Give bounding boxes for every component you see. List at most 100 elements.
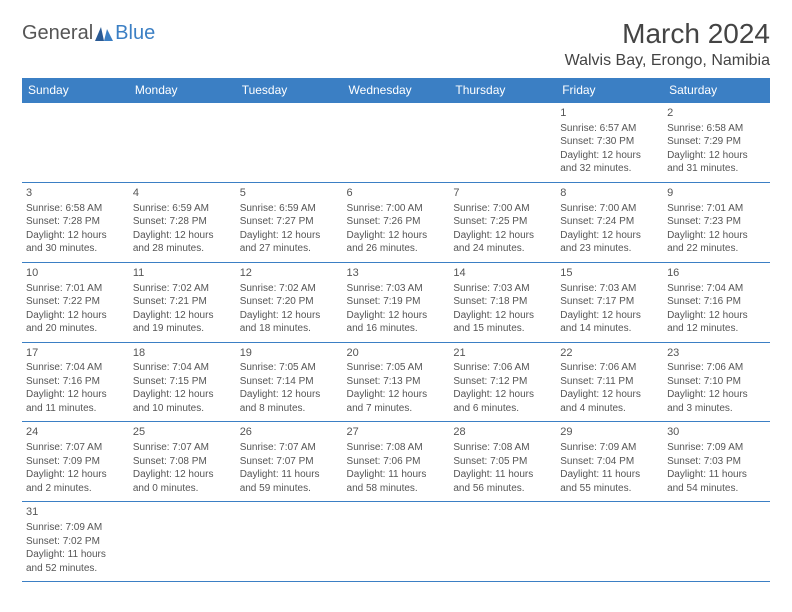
day-number: 19 <box>240 346 339 361</box>
day-number: 20 <box>347 346 446 361</box>
daylight-text: Daylight: 12 hours and 27 minutes. <box>240 229 339 256</box>
day-cell: 26Sunrise: 7:07 AMSunset: 7:07 PMDayligh… <box>236 422 343 502</box>
sunrise-text: Sunrise: 7:09 AM <box>560 441 659 455</box>
empty-cell <box>663 502 770 582</box>
day-cell: 10Sunrise: 7:01 AMSunset: 7:22 PMDayligh… <box>22 262 129 342</box>
daylight-text: Daylight: 12 hours and 14 minutes. <box>560 309 659 336</box>
daylight-text: Daylight: 12 hours and 23 minutes. <box>560 229 659 256</box>
sunrise-text: Sunrise: 7:03 AM <box>560 282 659 296</box>
day-number: 9 <box>667 186 766 201</box>
daylight-text: Daylight: 12 hours and 30 minutes. <box>26 229 125 256</box>
empty-cell <box>343 502 450 582</box>
day-cell: 1Sunrise: 6:57 AMSunset: 7:30 PMDaylight… <box>556 103 663 183</box>
daylight-text: Daylight: 12 hours and 28 minutes. <box>133 229 232 256</box>
sunset-text: Sunset: 7:25 PM <box>453 215 552 229</box>
sunset-text: Sunset: 7:05 PM <box>453 455 552 469</box>
day-number: 24 <box>26 425 125 440</box>
sunrise-text: Sunrise: 7:07 AM <box>26 441 125 455</box>
day-cell: 2Sunrise: 6:58 AMSunset: 7:29 PMDaylight… <box>663 103 770 183</box>
day-cell: 18Sunrise: 7:04 AMSunset: 7:15 PMDayligh… <box>129 342 236 422</box>
sunset-text: Sunset: 7:23 PM <box>667 215 766 229</box>
day-cell: 17Sunrise: 7:04 AMSunset: 7:16 PMDayligh… <box>22 342 129 422</box>
daylight-text: Daylight: 12 hours and 15 minutes. <box>453 309 552 336</box>
sunrise-text: Sunrise: 7:06 AM <box>560 361 659 375</box>
day-number: 25 <box>133 425 232 440</box>
empty-cell <box>129 103 236 183</box>
daylight-text: Daylight: 12 hours and 22 minutes. <box>667 229 766 256</box>
sunset-text: Sunset: 7:26 PM <box>347 215 446 229</box>
sunset-text: Sunset: 7:13 PM <box>347 375 446 389</box>
sunrise-text: Sunrise: 6:58 AM <box>667 122 766 136</box>
sunset-text: Sunset: 7:08 PM <box>133 455 232 469</box>
calendar-row: 17Sunrise: 7:04 AMSunset: 7:16 PMDayligh… <box>22 342 770 422</box>
sunrise-text: Sunrise: 7:08 AM <box>347 441 446 455</box>
daylight-text: Daylight: 11 hours and 59 minutes. <box>240 468 339 495</box>
calendar-row: 31Sunrise: 7:09 AMSunset: 7:02 PMDayligh… <box>22 502 770 582</box>
day-number: 3 <box>26 186 125 201</box>
daylight-text: Daylight: 11 hours and 52 minutes. <box>26 548 125 575</box>
weekday-header: Saturday <box>663 78 770 103</box>
weekday-header: Thursday <box>449 78 556 103</box>
sunset-text: Sunset: 7:04 PM <box>560 455 659 469</box>
daylight-text: Daylight: 12 hours and 7 minutes. <box>347 388 446 415</box>
daylight-text: Daylight: 12 hours and 11 minutes. <box>26 388 125 415</box>
sunrise-text: Sunrise: 6:59 AM <box>240 202 339 216</box>
weekday-header: Wednesday <box>343 78 450 103</box>
day-cell: 21Sunrise: 7:06 AMSunset: 7:12 PMDayligh… <box>449 342 556 422</box>
day-cell: 29Sunrise: 7:09 AMSunset: 7:04 PMDayligh… <box>556 422 663 502</box>
daylight-text: Daylight: 11 hours and 55 minutes. <box>560 468 659 495</box>
day-number: 7 <box>453 186 552 201</box>
day-number: 30 <box>667 425 766 440</box>
day-cell: 13Sunrise: 7:03 AMSunset: 7:19 PMDayligh… <box>343 262 450 342</box>
day-cell: 3Sunrise: 6:58 AMSunset: 7:28 PMDaylight… <box>22 182 129 262</box>
day-cell: 22Sunrise: 7:06 AMSunset: 7:11 PMDayligh… <box>556 342 663 422</box>
day-number: 27 <box>347 425 446 440</box>
day-number: 18 <box>133 346 232 361</box>
day-number: 29 <box>560 425 659 440</box>
daylight-text: Daylight: 11 hours and 58 minutes. <box>347 468 446 495</box>
daylight-text: Daylight: 12 hours and 4 minutes. <box>560 388 659 415</box>
sunset-text: Sunset: 7:24 PM <box>560 215 659 229</box>
day-cell: 6Sunrise: 7:00 AMSunset: 7:26 PMDaylight… <box>343 182 450 262</box>
sunset-text: Sunset: 7:21 PM <box>133 295 232 309</box>
day-number: 1 <box>560 106 659 121</box>
day-cell: 25Sunrise: 7:07 AMSunset: 7:08 PMDayligh… <box>129 422 236 502</box>
day-cell: 15Sunrise: 7:03 AMSunset: 7:17 PMDayligh… <box>556 262 663 342</box>
sunset-text: Sunset: 7:09 PM <box>26 455 125 469</box>
logo-text-general: General <box>22 22 93 45</box>
location-text: Walvis Bay, Erongo, Namibia <box>565 52 770 70</box>
calendar-row: 24Sunrise: 7:07 AMSunset: 7:09 PM Dayligh… <box>22 422 770 502</box>
daylight-text: Daylight: 12 hours and 19 minutes. <box>133 309 232 336</box>
empty-cell <box>556 502 663 582</box>
day-cell: 30Sunrise: 7:09 AMSunset: 7:03 PMDayligh… <box>663 422 770 502</box>
sunset-text: Sunset: 7:18 PM <box>453 295 552 309</box>
sunset-text: Sunset: 7:17 PM <box>560 295 659 309</box>
day-cell: 20Sunrise: 7:05 AMSunset: 7:13 PMDayligh… <box>343 342 450 422</box>
day-cell: 8Sunrise: 7:00 AMSunset: 7:24 PMDaylight… <box>556 182 663 262</box>
calendar-row: 3Sunrise: 6:58 AMSunset: 7:28 PMDaylight… <box>22 182 770 262</box>
title-block: March 2024 Walvis Bay, Erongo, Namibia <box>565 18 770 70</box>
day-number: 26 <box>240 425 339 440</box>
daylight-text: Daylight: 12 hours and 32 minutes. <box>560 149 659 176</box>
day-cell: 16Sunrise: 7:04 AMSunset: 7:16 PMDayligh… <box>663 262 770 342</box>
sunrise-text: Sunrise: 7:00 AM <box>560 202 659 216</box>
sunrise-text: Sunrise: 7:09 AM <box>26 521 125 535</box>
daylight-text: Daylight: 12 hours and 8 minutes. <box>240 388 339 415</box>
sunrise-text: Sunrise: 7:04 AM <box>26 361 125 375</box>
day-cell: 5Sunrise: 6:59 AMSunset: 7:27 PMDaylight… <box>236 182 343 262</box>
sunrise-text: Sunrise: 6:58 AM <box>26 202 125 216</box>
header: General Blue March 2024 Walvis Bay, Eron… <box>22 18 770 70</box>
sunset-text: Sunset: 7:07 PM <box>240 455 339 469</box>
sunrise-text: Sunrise: 6:59 AM <box>133 202 232 216</box>
page-title: March 2024 <box>565 18 770 50</box>
day-cell: 7Sunrise: 7:00 AMSunset: 7:25 PMDaylight… <box>449 182 556 262</box>
sunset-text: Sunset: 7:30 PM <box>560 135 659 149</box>
day-number: 8 <box>560 186 659 201</box>
sunset-text: Sunset: 7:15 PM <box>133 375 232 389</box>
daylight-text: Daylight: 11 hours and 56 minutes. <box>453 468 552 495</box>
day-number: 28 <box>453 425 552 440</box>
day-cell: 9Sunrise: 7:01 AMSunset: 7:23 PMDaylight… <box>663 182 770 262</box>
day-number: 11 <box>133 266 232 281</box>
sunset-text: Sunset: 7:12 PM <box>453 375 552 389</box>
logo-text-blue: Blue <box>115 22 155 45</box>
